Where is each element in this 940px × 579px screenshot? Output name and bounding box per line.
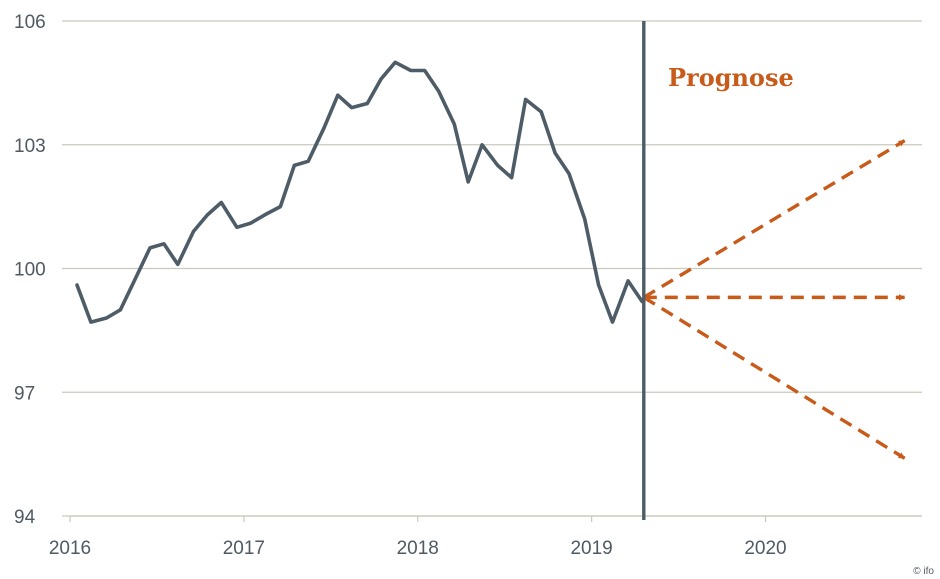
y-tick-label: 103: [14, 136, 46, 157]
x-tick-label: 2016: [49, 538, 91, 559]
credit-label: © ifo: [913, 566, 934, 577]
series-line-0: [75, 60, 644, 324]
gridlines: [62, 20, 922, 517]
forecast-group: [642, 139, 906, 460]
x-tick-label: 2020: [744, 538, 786, 559]
x-tick-label: 2017: [223, 538, 265, 559]
x-tick-label: 2018: [397, 538, 439, 559]
series-group: [75, 60, 644, 324]
forecast-arrow-down: [642, 295, 906, 460]
y-tick-label: 97: [14, 383, 35, 404]
forecast-arrow-up: [642, 139, 906, 299]
y-tick-label: 100: [14, 260, 46, 281]
x-axis: 2016 2017 2018 2019 2020: [49, 515, 922, 559]
y-tick-label: 106: [14, 12, 46, 33]
y-axis-labels: 94 97 100 103 106: [14, 12, 46, 528]
x-tick-label: 2019: [570, 538, 612, 559]
y-tick-label: 94: [14, 507, 36, 528]
prognose-label: Prognose: [668, 63, 794, 92]
